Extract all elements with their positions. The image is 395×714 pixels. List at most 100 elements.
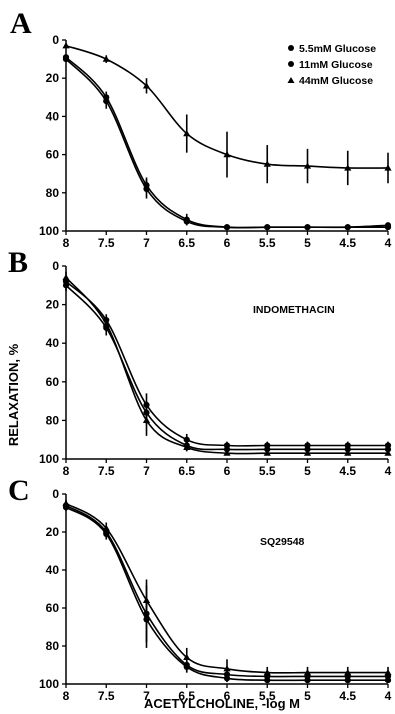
panel-c-11mm-glucose-line: [65, 506, 388, 682]
panel-b-44mm-glucose-point: [102, 320, 110, 327]
panel-c-x-tick-label: 6.5: [178, 689, 195, 703]
legend-label-11mm-glucose: 11mM Glucose: [299, 59, 373, 71]
panel-a-11mm-glucose-point: [344, 224, 351, 231]
panel-c-44mm-glucose-point: [223, 665, 231, 672]
annotation-sq29548: SQ29548: [260, 536, 305, 548]
panel-a-44mm-glucose-point: [62, 42, 70, 49]
panel-b-44mm-glucose-point: [344, 449, 352, 456]
panel-a-y-tick-label: 20: [46, 71, 60, 85]
panel-b-5-5mm-glucose-line: [65, 280, 388, 447]
panel-b-x-tick-label: 6.5: [178, 464, 195, 478]
panel-b-x-tick-label: 7: [143, 464, 150, 478]
panel-b-y-tick-label: 60: [46, 375, 60, 389]
panel-a-44mm-glucose-point: [344, 164, 352, 171]
panel-a-11mm-glucose-point: [183, 218, 190, 225]
panel-b-44mm-glucose-point: [303, 449, 312, 456]
panel-c-11mm-glucose-point: [384, 677, 392, 684]
panel-b-x-tick-label: 8: [63, 464, 70, 478]
panel-c-x-tick-label: 5.5: [259, 689, 276, 703]
panel-a-44mm-glucose-point: [263, 160, 271, 167]
panel-b-y-tick-label: 40: [46, 336, 60, 350]
legend-marker-11mm-glucose: [288, 61, 294, 67]
panel-a-x-tick-label: 4: [385, 236, 392, 250]
panel-b-y-tick-label: 20: [46, 298, 60, 312]
panel-c-x-tick-label: 7.5: [98, 689, 115, 703]
panel-c-x-tick-label: 8: [63, 689, 70, 703]
panel-c-11mm-glucose-point: [143, 616, 150, 623]
panel-a-44mm-glucose-point: [142, 82, 151, 89]
panel-b-11mm-glucose-point: [384, 446, 392, 453]
panel-c-11mm-glucose-point: [344, 677, 351, 684]
panel-c-y-tick-label: 80: [46, 639, 60, 653]
panel-a-11mm-glucose-point: [103, 98, 110, 105]
panel-c-44mm-glucose-point: [263, 669, 271, 676]
panel-c-11mm-glucose-point: [223, 675, 231, 682]
panel-b-y-tick-label: 80: [46, 413, 60, 427]
panel-a-x-tick-label: 6: [224, 236, 231, 250]
panel-c-y-tick-label: 40: [46, 563, 60, 577]
panel-b-11mm-glucose-point: [344, 446, 351, 453]
panel-b-plot: 0 20 40 60 80 100 8 7.5 7 6.5 6 5.5 5 4.5 4: [39, 259, 392, 478]
panel-c-y-tick-label: 60: [46, 601, 60, 615]
panel-a-44mm-glucose-point: [384, 164, 392, 171]
panel-a-11mm-glucose-point: [143, 185, 150, 193]
panel-a-x-tick-label: 5.5: [259, 236, 276, 250]
panel-a-x-tick-label: 7.5: [98, 236, 115, 250]
panel-c-x-tick-label: 4: [385, 689, 392, 703]
panel-a-11mm-glucose-point: [62, 56, 70, 63]
legend-label-44mm-glucose: 44mM Glucose: [299, 75, 373, 87]
panel-b-x-tick-label: 7.5: [98, 464, 115, 478]
panel-b-x-tick-label: 5: [304, 464, 311, 478]
panel-b-y-tick-label: 0: [52, 259, 59, 273]
panel-b-44mm-glucose-point: [62, 273, 70, 281]
panel-a-11mm-glucose-point: [384, 224, 392, 231]
panel-c-44mm-glucose-point: [344, 669, 352, 676]
panel-b-11mm-glucose-point: [264, 446, 271, 453]
panel-a-44mm-glucose-point: [303, 162, 312, 169]
panel-letter-a: A: [10, 7, 32, 40]
panel-b-44mm-glucose-point: [142, 416, 151, 423]
panel-b-44mm-glucose-point: [263, 449, 271, 456]
panel-c-11mm-glucose-point: [304, 677, 311, 684]
panel-c-44mm-glucose-point: [142, 596, 151, 603]
panel-c-44mm-glucose-point: [303, 669, 312, 676]
panel-b-44mm-glucose-point: [183, 443, 191, 451]
panel-b-y-tick-label: 100: [39, 452, 59, 466]
panel-c-44mm-glucose-point: [183, 653, 191, 660]
panel-c-11mm-glucose-point: [264, 677, 271, 684]
panel-a-y-tick-label: 60: [46, 148, 60, 162]
legend-marker-44mm-glucose: [287, 77, 295, 83]
panel-b-11mm-glucose-line: [65, 284, 388, 451]
panel-b-11mm-glucose-point: [304, 446, 311, 453]
legend-label-5-5mm-glucose: 5.5mM Glucose: [299, 43, 376, 55]
panel-a-y-tick-label: 100: [39, 224, 59, 238]
panel-c-44mm-glucose-line: [65, 502, 388, 674]
panel-a-x-tick-label: 6.5: [178, 236, 195, 250]
panel-b-x-tick-label: 5.5: [259, 464, 276, 478]
panel-b-x-tick-label: 4.5: [339, 464, 356, 478]
panel-b-x-tick-label: 4: [385, 464, 392, 478]
panel-c-44mm-glucose-point: [62, 499, 70, 507]
panel-a-x-tick-label: 7: [143, 236, 150, 250]
panel-a-plot: 0 20 40 60 80 100 8 7.5 7 6.5 6 5.5 5 4.5 4: [39, 33, 392, 250]
panel-a-11mm-glucose-point: [223, 224, 231, 231]
y-axis-title: RELAXATION, %: [6, 343, 21, 446]
x-axis-title: ACETYLCHOLINE, -log M: [144, 696, 300, 711]
panel-c-plot: 0 20 40 60 80 100 8 7.5 7 6.5 6 5.5 5 4.5 4: [39, 487, 392, 703]
panel-c-x-tick-label: 4.5: [339, 689, 356, 703]
annotation-indomethacin: INDOMETHACIN: [253, 304, 335, 316]
panel-c-y-tick-label: 100: [39, 677, 59, 691]
panel-c-5-5mm-glucose-line: [65, 504, 388, 678]
panel-a-11mm-glucose-point: [264, 224, 271, 231]
panel-a-x-tick-label: 8: [63, 236, 70, 250]
panel-b-44mm-glucose-point: [223, 449, 231, 456]
panel-letter-b: B: [8, 246, 28, 279]
panel-a-44mm-glucose-point: [223, 151, 231, 158]
panel-b-x-tick-label: 6: [224, 464, 231, 478]
panel-a-x-tick-label: 4.5: [339, 236, 356, 250]
legend: 5.5mM Glucose 11mM Glucose 44mM Glucose: [287, 43, 376, 87]
panel-c-x-tick-label: 5: [304, 689, 311, 703]
panel-b-11mm-glucose-point: [62, 282, 70, 289]
panel-c-44mm-glucose-point: [102, 524, 110, 531]
